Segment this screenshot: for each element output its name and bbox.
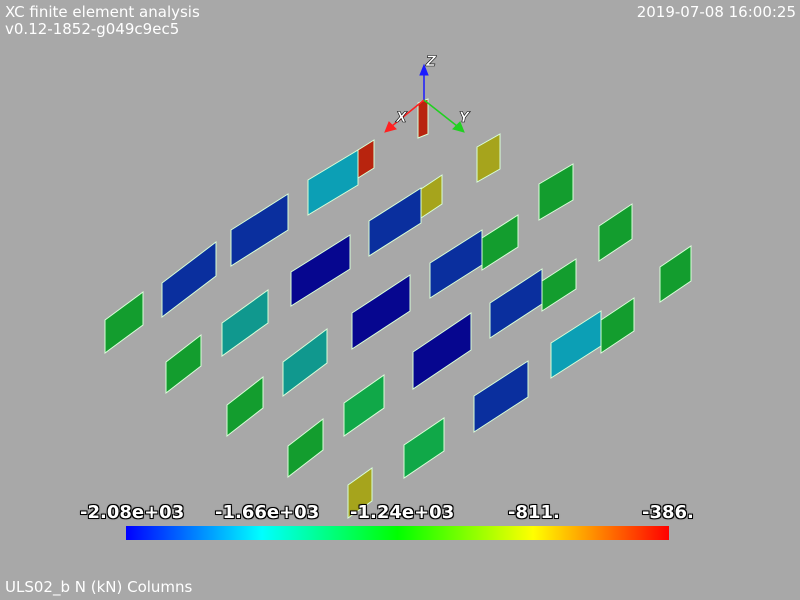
column-panel[interactable] — [221, 289, 269, 357]
column-panel[interactable] — [538, 163, 574, 221]
column-panel[interactable] — [541, 258, 577, 312]
column-panel[interactable] — [282, 328, 328, 397]
column-panel[interactable] — [420, 174, 443, 219]
column-panel[interactable] — [165, 333, 202, 395]
column-panel[interactable] — [659, 245, 692, 303]
column-panel[interactable] — [287, 417, 324, 479]
colorbar-tick-label-2: -1.66e+03 — [215, 502, 320, 523]
z-axis-arrow — [419, 63, 429, 76]
app-title: XC finite element analysis — [5, 3, 200, 21]
column-panel[interactable] — [104, 291, 144, 354]
column-panel[interactable] — [290, 234, 351, 307]
y-axis-arrow — [452, 121, 465, 133]
column-panel[interactable] — [598, 203, 633, 262]
axes-triad: Z X Y — [384, 54, 471, 133]
column-panel[interactable] — [473, 360, 529, 433]
result-caption: ULS02_b N (kN) Columns — [5, 578, 193, 596]
y-axis-label: Y — [459, 110, 471, 126]
y-axis-line — [423, 99, 458, 127]
column-panel[interactable] — [161, 240, 217, 319]
colorbar-tick-label-4: -811. — [508, 502, 560, 523]
column-panel[interactable] — [412, 312, 472, 390]
version-label: v0.12-1852-g049c9ec5 — [5, 20, 180, 38]
column-panel[interactable] — [550, 310, 602, 379]
column-panel[interactable] — [489, 268, 543, 339]
column-panel[interactable] — [351, 274, 411, 350]
column-panel[interactable] — [343, 374, 385, 437]
column-panel[interactable] — [307, 149, 359, 216]
column-panel[interactable] — [357, 139, 375, 179]
column-panel[interactable] — [429, 229, 483, 299]
x-axis-arrow — [384, 121, 397, 133]
z-axis-label: Z — [425, 54, 437, 70]
column-panel[interactable] — [230, 193, 289, 267]
column-panel[interactable] — [347, 467, 373, 519]
colorbar-tick-label-3: -1.24e+03 — [350, 502, 455, 523]
colorbar-gradient — [126, 526, 669, 540]
x-axis-line — [391, 99, 425, 127]
column-panel[interactable] — [403, 417, 445, 479]
timestamp-label: 2019-07-08 16:00:25 — [636, 3, 796, 21]
column-panel[interactable] — [226, 375, 264, 438]
x-axis-label: X — [395, 110, 408, 126]
column-panel[interactable] — [368, 187, 422, 257]
colorbar-tick-label-min: -2.08e+03 — [80, 502, 185, 523]
column-panel[interactable] — [481, 214, 519, 271]
colorbar-tick-label-max: -386. — [642, 502, 694, 523]
column-panel[interactable] — [476, 133, 501, 183]
column-panels — [104, 98, 692, 519]
column-panel[interactable] — [600, 297, 635, 354]
column-panel[interactable] — [417, 98, 429, 139]
